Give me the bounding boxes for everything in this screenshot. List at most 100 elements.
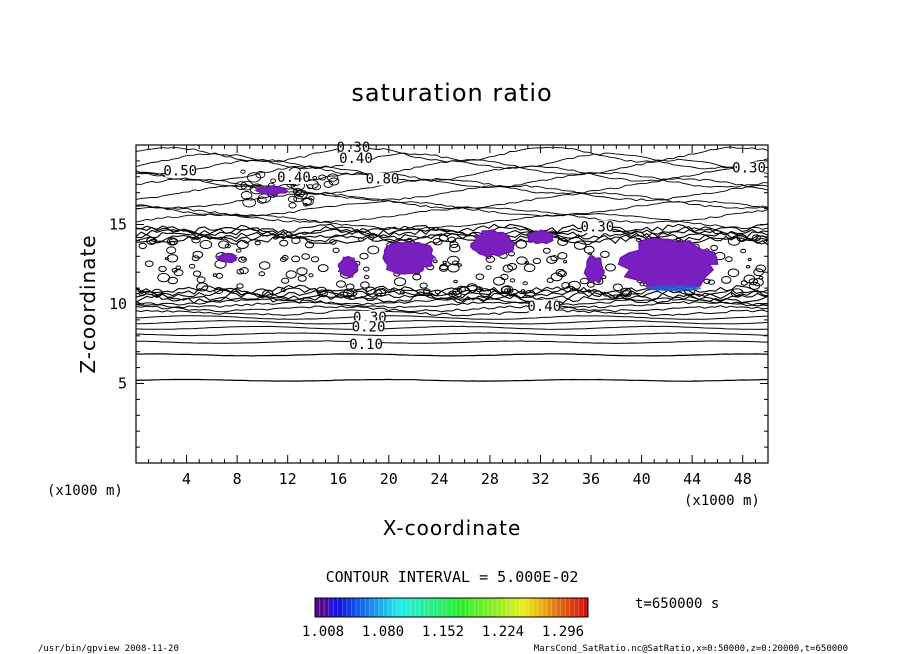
x-axis-label: X-coordinate xyxy=(383,516,522,540)
colorbar-segment xyxy=(542,598,548,617)
contour-loop xyxy=(479,288,492,298)
colorbar-segment xyxy=(510,598,516,617)
contour-loop xyxy=(502,264,514,273)
contour-loop xyxy=(432,259,438,264)
contour-loop xyxy=(493,276,506,286)
colorbar-segment xyxy=(460,598,466,617)
contour-loop xyxy=(295,190,305,198)
contour-loop xyxy=(447,236,457,244)
supersaturated-region xyxy=(382,241,438,275)
contour-loop xyxy=(442,260,447,265)
plot-area: 0.300.400.50 0.300.40 0.800.300.400.300.20… xyxy=(135,140,769,464)
contour-loop xyxy=(242,197,257,208)
contour-loop xyxy=(364,275,370,280)
contour-loop xyxy=(500,273,509,281)
contour-loop xyxy=(158,265,167,273)
contour-loop xyxy=(301,253,311,260)
contour-loop xyxy=(346,288,358,297)
contour-loop xyxy=(475,273,485,281)
contour-label: 0.80 xyxy=(366,172,400,188)
contour-loop xyxy=(449,241,459,249)
contour-label-bg xyxy=(351,337,382,351)
contour-loop xyxy=(192,270,202,277)
contour-loop xyxy=(188,263,196,269)
contour-loop xyxy=(390,288,395,292)
contour-loop xyxy=(138,290,147,297)
colorbar-segment xyxy=(437,598,443,617)
contour-lines xyxy=(135,146,769,382)
colorbar-segment xyxy=(387,598,393,617)
contour-loop xyxy=(236,240,249,249)
contour-loop xyxy=(509,278,516,283)
contour-loop xyxy=(296,267,308,276)
colorbar-segment xyxy=(506,598,511,617)
contour-loop xyxy=(327,173,339,182)
contour-label: 0.40 xyxy=(277,170,311,186)
contour-loop xyxy=(215,272,224,279)
contour-label: 0.30 xyxy=(337,140,371,156)
colorbar-segment xyxy=(419,598,425,617)
colorbar-segment xyxy=(351,598,357,617)
contour-label: 0.40 xyxy=(339,151,373,167)
contour-label-bg xyxy=(340,151,371,165)
contour-line xyxy=(136,340,769,344)
colorbar-segment xyxy=(328,598,334,617)
y-tick-label: 5 xyxy=(118,375,127,393)
contour-loop xyxy=(280,288,286,293)
colorbar-label: 1.080 xyxy=(362,624,404,640)
contour-loop xyxy=(438,234,449,242)
colorbar-segment xyxy=(578,598,584,617)
colorbar-segment xyxy=(478,598,484,617)
contour-loop xyxy=(587,252,593,256)
contour-line xyxy=(135,152,769,170)
contour-loop xyxy=(281,255,289,261)
contour-loop xyxy=(600,250,610,258)
contour-loop xyxy=(605,263,616,272)
colorbar-segment xyxy=(519,598,525,617)
contour-loop xyxy=(423,288,431,294)
contour-loop xyxy=(449,244,461,253)
colorbar-segment xyxy=(342,598,348,617)
contour-loop xyxy=(310,256,320,263)
contour-loop xyxy=(288,195,298,203)
colorbar-segment xyxy=(378,598,384,617)
contour-loop xyxy=(224,243,231,249)
colorbar-segment xyxy=(392,598,398,617)
colorbar-segment xyxy=(537,598,543,617)
contour-loop xyxy=(432,238,443,246)
contour-loop xyxy=(447,255,460,265)
colorbar-segment xyxy=(446,598,452,617)
contour-loop xyxy=(218,240,230,249)
colorbar-segment xyxy=(383,598,389,617)
colorbar-segment xyxy=(556,598,561,617)
contour-loop xyxy=(259,261,271,270)
x-tick-label: 32 xyxy=(531,470,549,488)
contour-loop xyxy=(345,283,355,291)
contour-line xyxy=(135,315,769,320)
x-tick-label: 36 xyxy=(582,470,600,488)
contour-loop xyxy=(367,245,380,255)
contour-loop xyxy=(171,268,178,273)
colorbar-segment xyxy=(346,598,352,617)
contour-loop xyxy=(151,288,163,297)
contour-loop xyxy=(727,268,740,278)
contour-loop xyxy=(235,181,248,190)
contour-loop xyxy=(246,172,262,183)
colorbar-segment xyxy=(365,598,370,617)
colorbar-segment xyxy=(528,598,534,617)
y-tick-labels: 5 10 15 xyxy=(109,216,127,393)
x-tick-label: 20 xyxy=(380,470,398,488)
contour-loop xyxy=(288,202,297,209)
contour-loop xyxy=(332,247,340,254)
contour-loop xyxy=(727,236,741,246)
contour-loop xyxy=(336,280,346,288)
colorbar-segment xyxy=(560,598,566,617)
contour-label-bg xyxy=(367,172,398,186)
contour-loop xyxy=(192,250,204,259)
contour-loop xyxy=(236,283,244,289)
contour-loop xyxy=(747,257,752,262)
colorbar-segment xyxy=(492,598,498,617)
contour-loop xyxy=(281,277,290,284)
colorbar-segment xyxy=(501,598,507,617)
contour-loop xyxy=(524,289,536,298)
